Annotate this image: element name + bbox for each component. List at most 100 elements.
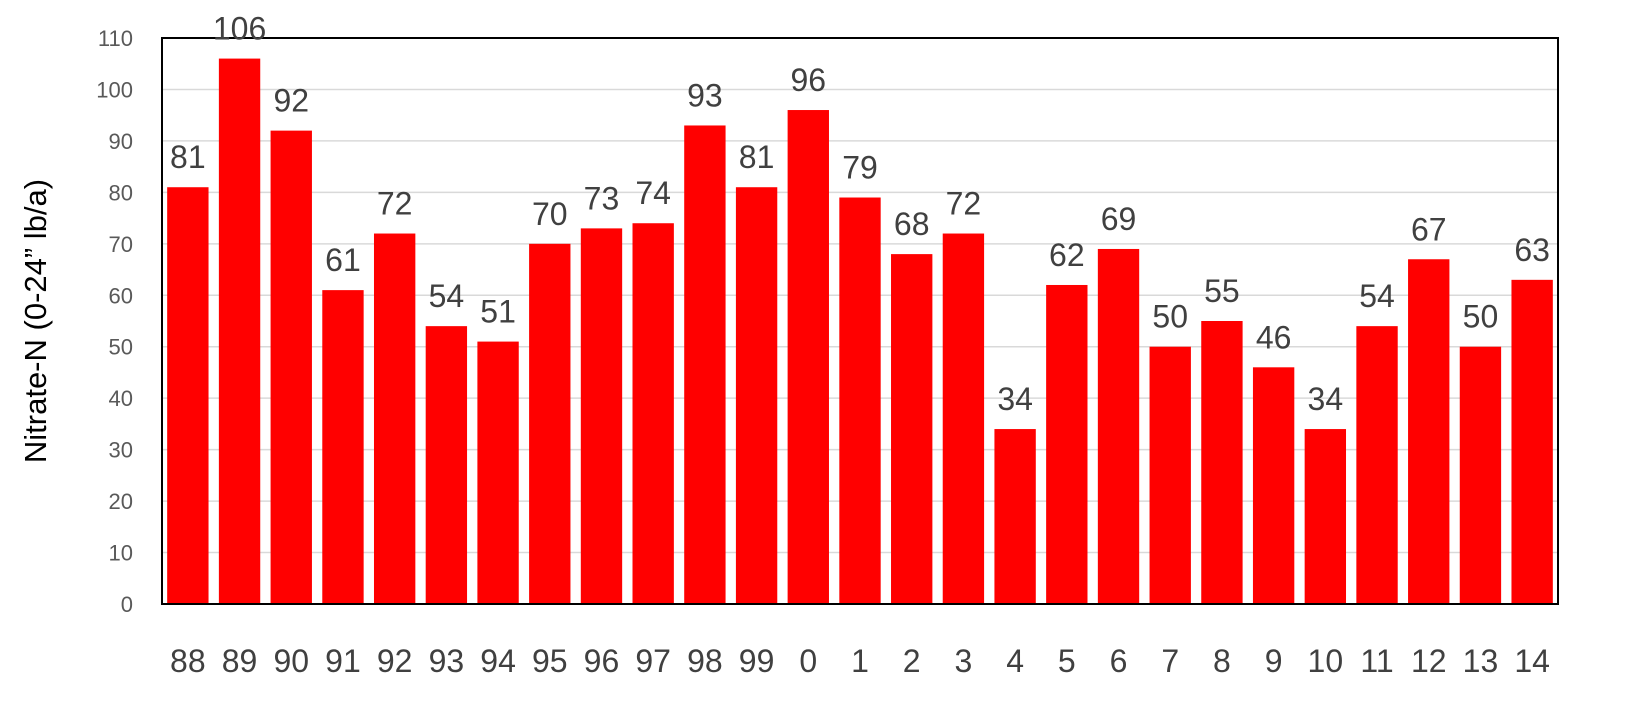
x-tick-label: 91 bbox=[325, 643, 361, 679]
bar bbox=[684, 125, 726, 605]
bar bbox=[1459, 346, 1502, 604]
data-label: 73 bbox=[584, 180, 620, 216]
bar bbox=[787, 110, 829, 604]
y-axis-ticks: 0 10 20 30 40 50 60 70 80 90 100 110 bbox=[96, 26, 133, 617]
x-tick-label: 92 bbox=[377, 643, 413, 679]
x-tick-label: 89 bbox=[222, 643, 258, 679]
x-tick-label: 98 bbox=[687, 643, 723, 679]
x-axis-ticks: 88 89 90 91 92 93 94 95 96 97 98 99 0 1 2 3 4 5 6 7 8 9 10 11 12… bbox=[170, 643, 1550, 679]
data-label: 93 bbox=[687, 77, 723, 113]
x-tick-label: 6 bbox=[1110, 643, 1128, 679]
bar bbox=[632, 223, 674, 604]
data-label: 55 bbox=[1204, 273, 1240, 309]
x-tick-label: 7 bbox=[1161, 643, 1179, 679]
bar bbox=[1408, 259, 1450, 604]
x-tick-label: 95 bbox=[532, 643, 568, 679]
bars bbox=[167, 58, 1553, 605]
plot-frame bbox=[161, 37, 1559, 605]
x-tick-label: 8 bbox=[1213, 643, 1231, 679]
x-tick-label: 90 bbox=[273, 643, 309, 679]
bar bbox=[477, 341, 519, 604]
data-label: 50 bbox=[1152, 299, 1188, 335]
x-tick-label: 10 bbox=[1308, 643, 1344, 679]
bar bbox=[942, 233, 985, 604]
data-label: 72 bbox=[377, 186, 413, 222]
data-label: 50 bbox=[1463, 299, 1499, 335]
y-tick-label: 70 bbox=[109, 232, 133, 257]
x-tick-label: 0 bbox=[799, 643, 817, 679]
x-tick-label: 4 bbox=[1006, 643, 1024, 679]
data-label: 46 bbox=[1256, 319, 1292, 355]
data-label: 81 bbox=[170, 139, 206, 175]
bar bbox=[270, 130, 312, 605]
data-label: 68 bbox=[894, 206, 930, 242]
data-label: 34 bbox=[997, 381, 1033, 417]
y-tick-label: 0 bbox=[121, 592, 133, 617]
bar bbox=[373, 233, 416, 604]
y-tick-label: 110 bbox=[98, 26, 133, 51]
data-label: 63 bbox=[1514, 232, 1550, 268]
data-label: 70 bbox=[532, 196, 568, 232]
bar bbox=[425, 326, 468, 604]
x-tick-label: 97 bbox=[635, 643, 671, 679]
x-tick-label: 5 bbox=[1058, 643, 1076, 679]
bar bbox=[891, 254, 933, 605]
data-label: 51 bbox=[480, 294, 516, 330]
bar bbox=[1304, 429, 1347, 604]
x-tick-label: 11 bbox=[1360, 643, 1393, 679]
x-tick-label: 9 bbox=[1265, 643, 1283, 679]
x-tick-label: 12 bbox=[1411, 643, 1447, 679]
bar bbox=[580, 228, 623, 604]
bar bbox=[1201, 321, 1243, 604]
bar bbox=[1356, 326, 1398, 604]
y-axis-label: Nitrate-N (0-24” lb/a) bbox=[18, 179, 53, 463]
bar bbox=[1046, 284, 1088, 604]
x-tick-label: 88 bbox=[170, 643, 206, 679]
y-tick-label: 90 bbox=[109, 129, 133, 154]
bar bbox=[1511, 279, 1553, 604]
x-tick-label: 96 bbox=[584, 643, 620, 679]
bar bbox=[167, 187, 209, 604]
y-tick-label: 40 bbox=[109, 386, 133, 411]
x-tick-label: 94 bbox=[480, 643, 516, 679]
data-label: 92 bbox=[273, 83, 309, 119]
bar bbox=[994, 429, 1036, 604]
bar bbox=[1252, 367, 1295, 604]
bar bbox=[839, 197, 881, 604]
data-label: 69 bbox=[1101, 201, 1137, 237]
data-label: 34 bbox=[1308, 381, 1344, 417]
data-label: 106 bbox=[213, 11, 266, 47]
x-tick-label: 14 bbox=[1514, 643, 1550, 679]
bar bbox=[1149, 346, 1191, 604]
bar bbox=[529, 243, 571, 604]
data-label: 96 bbox=[790, 62, 826, 98]
x-tick-label: 1 bbox=[851, 643, 869, 679]
data-label: 54 bbox=[429, 278, 465, 314]
y-tick-label: 50 bbox=[109, 335, 133, 360]
bar bbox=[322, 290, 364, 604]
data-label: 79 bbox=[842, 150, 878, 186]
data-label: 54 bbox=[1359, 278, 1395, 314]
data-label: 61 bbox=[325, 242, 361, 278]
bar bbox=[735, 187, 778, 604]
y-tick-label: 10 bbox=[109, 541, 133, 566]
data-label: 72 bbox=[946, 186, 982, 222]
x-tick-label: 2 bbox=[903, 643, 921, 679]
y-tick-label: 60 bbox=[109, 283, 133, 308]
y-tick-label: 20 bbox=[109, 489, 133, 514]
data-label: 81 bbox=[739, 139, 775, 175]
y-tick-label: 100 bbox=[96, 77, 133, 102]
x-tick-label: 3 bbox=[955, 643, 973, 679]
y-tick-label: 80 bbox=[109, 180, 133, 205]
data-label: 67 bbox=[1411, 211, 1447, 247]
data-label: 62 bbox=[1049, 237, 1085, 273]
data-label: 74 bbox=[635, 175, 671, 211]
bar bbox=[218, 58, 261, 605]
x-tick-label: 13 bbox=[1463, 643, 1499, 679]
x-tick-label: 99 bbox=[739, 643, 775, 679]
y-tick-label: 30 bbox=[109, 438, 133, 463]
x-tick-label: 93 bbox=[429, 643, 465, 679]
bar bbox=[1097, 248, 1140, 605]
